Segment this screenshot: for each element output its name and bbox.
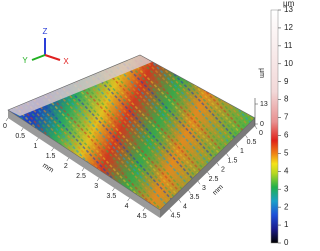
colorbar-tick-label: 0: [284, 238, 289, 247]
x-tick-label: 0.5: [15, 133, 25, 140]
surface-stripe: [139, 59, 255, 210]
colorbar-tick-label: 11: [284, 41, 293, 50]
z-axis-label: µm: [258, 68, 265, 78]
y-tick-label: 4.5: [171, 213, 181, 220]
x-tick: [142, 207, 146, 212]
colorbar-tick-label: 12: [284, 23, 293, 32]
colorbar-tick-label: 2: [284, 202, 289, 211]
x-tick: [112, 187, 115, 192]
y-tick-label: 4: [183, 203, 187, 210]
side-face: [8, 110, 160, 218]
x-tick-label: 1: [33, 143, 37, 150]
x-tick: [96, 177, 100, 182]
x-tick-label: 4.5: [137, 213, 147, 220]
y-tick: [207, 171, 210, 176]
y-tick-label: 0: [259, 130, 263, 137]
x-tick: [5, 117, 9, 122]
x-tick-label: 2: [64, 163, 68, 170]
y-tick: [235, 144, 239, 148]
triad-x: [44, 54, 61, 61]
x-tick: [36, 137, 39, 142]
surface-stripe: [149, 59, 255, 210]
colorbar-tick-label: 6: [284, 131, 289, 140]
y-tick-label: 3.5: [190, 194, 200, 201]
surface-stripe: [234, 59, 255, 210]
y-tick-label: 3: [202, 185, 206, 192]
x-tick-label: 1.5: [46, 153, 56, 160]
x-tick: [127, 197, 130, 202]
y-tick: [226, 153, 229, 157]
side-face: [160, 118, 255, 218]
y-tick: [254, 125, 258, 130]
y-tick-label: 1.5: [228, 157, 238, 164]
axis-triad: Z X Y: [22, 27, 69, 66]
y-tick: [188, 190, 191, 194]
colorbar-tick-label: 3: [284, 184, 289, 193]
x-tick-label: 3.5: [107, 193, 117, 200]
x-tick: [81, 167, 85, 172]
x-axis-label: mm: [41, 162, 55, 174]
triad-y: [31, 54, 46, 61]
y-tick-label: 2.5: [209, 176, 219, 183]
colorbar-tick-label: 13: [284, 5, 293, 14]
x-tick-label: 4: [125, 203, 129, 210]
colorbar-tick-label: 8: [284, 95, 289, 104]
surface-stripe: [144, 59, 255, 210]
y-tick: [178, 199, 182, 203]
x-tick-label: 0: [3, 123, 7, 130]
y-axis-label: mm: [212, 184, 225, 197]
triad-x-label: X: [63, 57, 69, 66]
x-tick: [51, 147, 54, 152]
y-tick: [197, 181, 201, 185]
surface-edge: [8, 55, 152, 116]
x-tick: [66, 157, 70, 162]
colorbar-tick-label: 9: [284, 77, 289, 86]
triad-y-label: Y: [22, 56, 28, 65]
colorbar-ramp: [270, 9, 279, 244]
x-tick: [20, 127, 24, 132]
y-tick: [169, 208, 172, 212]
y-tick: [245, 135, 248, 139]
x-tick-label: 2.5: [76, 173, 86, 180]
surface-stripe: [159, 59, 255, 210]
y-tick-label: 2: [221, 167, 225, 174]
colorbar-tick-label: 1: [284, 220, 289, 229]
triad-z-label: Z: [43, 27, 48, 36]
x-tick-label: 3: [94, 183, 98, 190]
y-tick-label: 1: [240, 148, 244, 155]
colorbar-unit: µm: [283, 0, 295, 8]
y-tick-label: 0.5: [247, 139, 257, 146]
y-tick: [216, 162, 220, 166]
z-tick-label: 13: [260, 101, 268, 108]
colorbar-tick-label: 7: [284, 113, 289, 122]
surface-stripe: [129, 59, 255, 210]
colorbar-tick-label: 4: [284, 166, 289, 175]
colorbar-tick-label: 10: [284, 59, 293, 68]
colorbar-tick-label: 5: [284, 148, 289, 157]
z-tick-label: 0: [260, 121, 264, 128]
surface-stripe: [134, 59, 255, 210]
surface-stripe: [154, 59, 255, 210]
